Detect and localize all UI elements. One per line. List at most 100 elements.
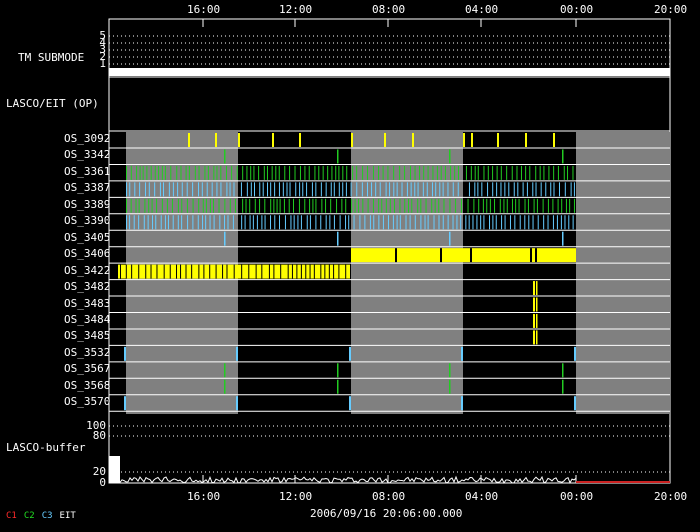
event-mark [560,215,562,230]
event-gap [198,264,200,279]
event-gap [241,264,243,279]
event-mark [570,182,572,197]
event-mark [241,215,243,230]
event-mark [272,133,274,147]
event-mark [139,182,141,197]
event-mark [336,198,338,213]
event-mark [519,215,521,230]
lasco-eit-label: LASCO/EIT (OP) [6,97,99,110]
event-mark [356,165,358,180]
event-mark [198,182,200,197]
event-mark [564,215,566,230]
event-mark [473,198,475,213]
event-gap [535,248,537,263]
buffer-tick-label: 0 [99,476,106,489]
event-mark [264,198,266,213]
event-mark [209,198,211,213]
event-mark [477,182,479,197]
event-mark [229,198,231,213]
event-mark [250,165,252,180]
event-mark [278,182,280,197]
event-mark [449,231,451,246]
event-mark [427,165,429,180]
event-mark [414,215,416,230]
event-mark [337,231,339,246]
event-mark [443,198,445,213]
event-mark [535,182,537,197]
event-mark [562,231,564,246]
event-mark [152,215,154,230]
event-mark [143,215,145,230]
event-mark [264,215,266,230]
event-mark [226,182,228,197]
event-mark [218,198,220,213]
event-mark [468,215,470,230]
event-mark [543,165,545,180]
event-mark [167,215,169,230]
event-mark [345,215,347,230]
event-mark [382,215,384,230]
event-mark [417,198,419,213]
event-mark [261,215,263,230]
event-mark [180,165,182,180]
event-mark [353,215,355,230]
event-mark [474,182,476,197]
event-mark [447,215,449,230]
event-mark [300,215,302,230]
event-mark [492,182,494,197]
event-mark [256,215,258,230]
event-mark [160,215,162,230]
event-mark [465,215,467,230]
event-mark [411,198,413,213]
row-label: OS_3342 [64,148,111,162]
submode-tick-label: 5 [99,29,106,42]
event-mark [536,297,538,312]
top-tick-label: 12:00 [279,3,313,16]
event-mark [224,231,226,246]
event-mark [225,165,227,180]
event-mark [273,198,275,213]
event-mark [126,165,127,180]
row-label: OS_3567 [64,362,111,376]
event-mark [147,215,149,230]
event-mark [572,165,574,180]
event-mark [539,165,541,180]
event-mark [414,165,416,180]
event-mark [151,198,153,213]
event-mark [288,198,290,213]
event-gap [185,264,187,279]
event-mark [562,379,564,394]
event-mark [481,182,483,197]
event-mark [289,165,291,180]
event-mark [202,215,204,230]
event-mark [387,215,389,230]
event-mark [236,346,238,361]
event-mark [289,182,291,197]
event-mark [460,215,462,230]
gray-band [576,132,670,414]
row-label: OS_3387 [64,181,111,195]
event-mark [219,215,221,230]
event-mark [536,330,538,345]
event-mark [499,198,501,213]
event-mark [351,198,353,213]
event-mark [181,182,183,197]
legend: C1 C2 C3 EIT [6,511,83,521]
row-label: OS_3570 [64,395,111,409]
row-label: OS_3406 [64,247,111,261]
event-mark [509,215,511,230]
buffer-tick-label: 100 [86,419,106,432]
event-mark [154,165,156,180]
event-mark [385,198,387,213]
event-mark [331,165,333,180]
event-mark [457,182,459,197]
event-mark [564,182,566,197]
event-mark [511,165,513,180]
event-gap [176,264,178,279]
tm-submode-label: TM SUBMODE [18,51,85,64]
event-mark [172,215,174,230]
event-gap [324,264,326,279]
event-mark [366,182,368,197]
event-mark [192,215,194,230]
